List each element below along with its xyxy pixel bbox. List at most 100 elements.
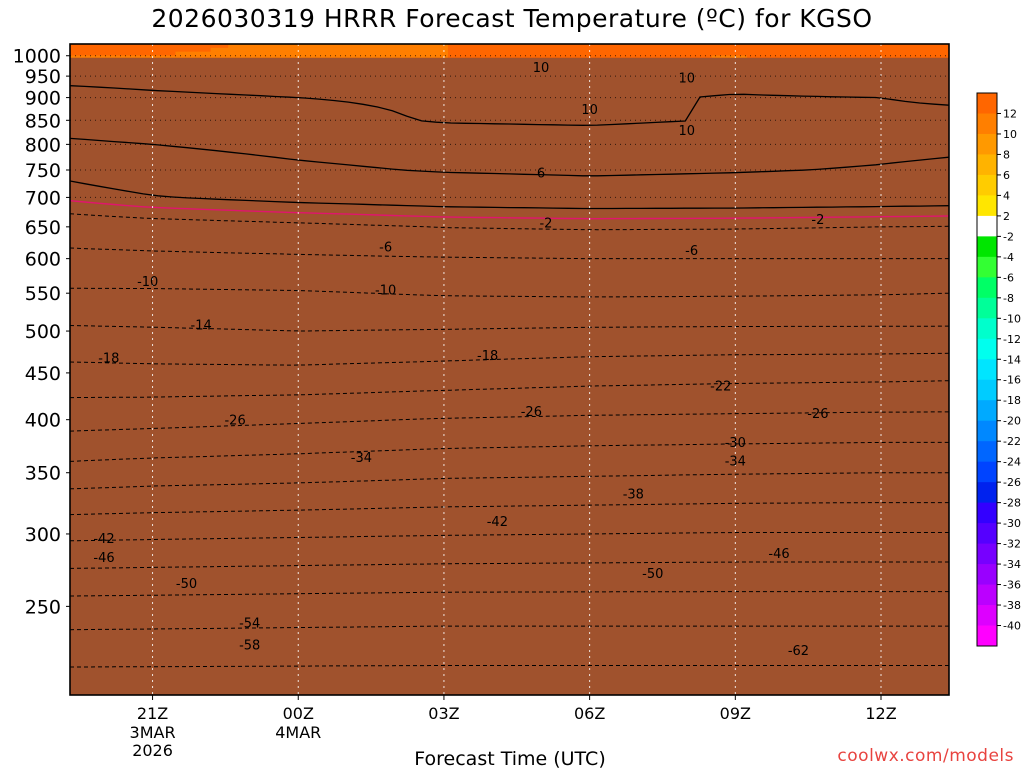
y-tick-label: 650 xyxy=(25,217,61,239)
colorbar-label: -20 xyxy=(1003,415,1021,428)
contour-label: -58 xyxy=(239,639,260,654)
colorbar-swatch xyxy=(977,543,997,565)
x-axis-label: Forecast Time (UTC) xyxy=(414,748,605,768)
contour-label: -54 xyxy=(239,617,260,632)
colorbar-label: 12 xyxy=(1003,107,1017,120)
contour-label: -6 xyxy=(379,240,392,255)
colorbar-swatch xyxy=(977,564,997,586)
colorbar-swatch xyxy=(977,236,997,258)
contour-label: -34 xyxy=(725,454,746,469)
contour-label: -46 xyxy=(768,547,789,562)
contour-label: -2 xyxy=(811,213,824,228)
colorbar-frame xyxy=(976,92,998,647)
colorbar-label: -2 xyxy=(1003,230,1014,243)
y-tick-label: 700 xyxy=(25,187,61,209)
contour-label: -38 xyxy=(623,488,644,503)
colorbar-swatch xyxy=(977,318,997,340)
contour-label: -30 xyxy=(725,436,746,451)
contour-label: -2 xyxy=(539,217,552,232)
contour-label: -22 xyxy=(710,379,731,394)
colorbar-label: -4 xyxy=(1003,251,1014,264)
x-tick-label: 12Z xyxy=(865,704,896,723)
colorbar-label: -28 xyxy=(1003,497,1021,510)
x-tick-label: 09Z xyxy=(720,704,751,723)
site-credit: coolwx.com/models xyxy=(837,746,1014,766)
colorbar-swatch xyxy=(977,297,997,319)
colorbar-label: -32 xyxy=(1003,538,1021,551)
y-tick-label: 500 xyxy=(25,321,61,343)
plot-frame xyxy=(69,43,950,696)
colorbar-swatch xyxy=(977,625,997,647)
isotherm-line xyxy=(70,180,949,210)
contour-label: -42 xyxy=(93,532,114,547)
colorbar-swatch xyxy=(977,277,997,299)
contour-label: -62 xyxy=(788,644,809,659)
colorbar-label: -6 xyxy=(1003,271,1014,284)
contour-label: -18 xyxy=(477,349,498,364)
colorbar-label: -34 xyxy=(1003,558,1021,571)
colorbar-swatch xyxy=(977,174,997,196)
colorbar-label: -30 xyxy=(1003,517,1021,530)
contour-label: -26 xyxy=(807,407,828,422)
colorbar-swatch xyxy=(977,195,997,217)
colorbar-label: -38 xyxy=(1003,599,1021,612)
colorbar-swatch xyxy=(977,482,997,504)
y-tick-label: 350 xyxy=(25,463,61,485)
x-tick-label: 06Z xyxy=(574,704,605,723)
contour-labels: -62 -58 -54 -50 -50 -46 -46 -42 -42 -38 -34 -34 -30 -… xyxy=(93,61,828,659)
contour-label: -26 xyxy=(224,414,245,429)
x-tick-label: 00Z xyxy=(283,704,314,723)
contour-label: -26 xyxy=(521,405,542,420)
colorbar-swatch xyxy=(977,584,997,606)
y-tick-label: 900 xyxy=(25,88,61,110)
y-axis: 2503003504004505005506006507007508008509… xyxy=(13,46,70,618)
colorbar-label: 10 xyxy=(1003,128,1017,141)
colorbar-label: 2 xyxy=(1003,210,1010,223)
colorbar-label: -24 xyxy=(1003,456,1021,469)
colorbar-label: -36 xyxy=(1003,579,1021,592)
colorbar-label: -10 xyxy=(1003,312,1021,325)
y-tick-label: 750 xyxy=(25,160,61,182)
colorbar-label: -18 xyxy=(1003,394,1021,407)
y-tick-label: 550 xyxy=(25,283,61,305)
contour-label: -50 xyxy=(642,567,663,582)
colorbar-swatch xyxy=(977,154,997,176)
colorbar-swatch xyxy=(977,502,997,524)
temperature-heatmap xyxy=(70,44,949,695)
y-tick-label: 800 xyxy=(25,134,61,156)
contour-label: -10 xyxy=(375,284,396,299)
contour-label: 6 xyxy=(537,167,545,182)
colorbar-label: -40 xyxy=(1003,620,1021,633)
grid-lines xyxy=(70,44,949,695)
contour-label: -14 xyxy=(191,319,212,334)
y-tick-label: 250 xyxy=(25,596,61,618)
colorbar-swatch xyxy=(977,441,997,463)
y-tick-label: 1000 xyxy=(13,46,61,68)
contour-label: -50 xyxy=(176,577,197,592)
isotherm-line xyxy=(70,137,949,177)
colorbar-label: -14 xyxy=(1003,353,1021,366)
colorbar-swatch xyxy=(977,215,997,237)
freezing-line xyxy=(70,200,949,220)
colorbar-swatch xyxy=(977,359,997,381)
x-tick-date-label: 3MAR xyxy=(130,723,176,742)
y-tick-label: 850 xyxy=(25,110,61,132)
colorbar-label: 8 xyxy=(1003,148,1010,161)
colorbar: 12 10 8 6 4 2 -2 -4 -6 -8 -10 -12 -14 -16 -18 -20 -22 -24… xyxy=(976,92,1021,647)
colorbar-swatch xyxy=(977,523,997,545)
colorbar-swatch xyxy=(977,256,997,278)
contour-label: -18 xyxy=(98,351,119,366)
y-tick-label: 600 xyxy=(25,249,61,271)
colorbar-label: 4 xyxy=(1003,189,1010,202)
contour-label: -10 xyxy=(137,275,158,290)
contour-label: 10 xyxy=(678,124,695,139)
contour-label: -42 xyxy=(487,515,508,530)
colorbar-label: -22 xyxy=(1003,435,1021,448)
colorbar-swatch xyxy=(977,420,997,442)
colorbar-swatch xyxy=(977,133,997,155)
colorbar-swatch xyxy=(977,379,997,401)
colorbar-swatch xyxy=(977,605,997,627)
colorbar-label: -26 xyxy=(1003,476,1021,489)
